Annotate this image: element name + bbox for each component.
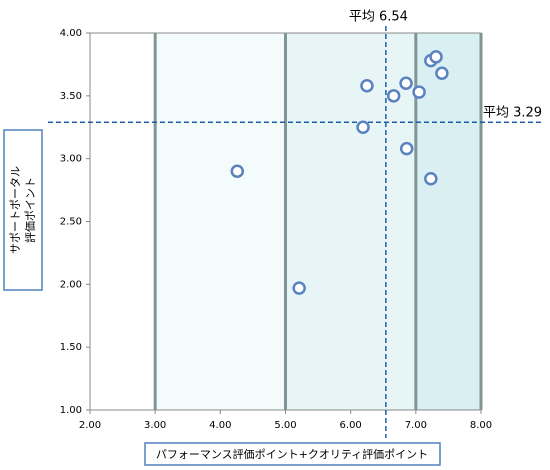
x-label-box xyxy=(144,442,441,466)
point xyxy=(356,120,370,134)
x-tick-label: 6.00 xyxy=(340,420,362,431)
y-tick-label: 3.00 xyxy=(60,154,82,165)
point xyxy=(230,164,245,178)
zone xyxy=(155,33,286,410)
point xyxy=(435,66,449,80)
point xyxy=(292,281,306,295)
point xyxy=(360,79,374,93)
mean-x-label: 平均 6.54 xyxy=(349,10,408,25)
point xyxy=(429,50,443,64)
mean-y-label: 平均 3.29 xyxy=(483,106,542,121)
y-axis-label: サポートポータル xyxy=(9,166,22,254)
x-tick-label: 8.00 xyxy=(470,420,492,431)
y-axis-label: 評価ポイント xyxy=(23,177,37,243)
x-tick-label: 3.00 xyxy=(144,420,166,431)
y-tick-label: 4.00 xyxy=(60,28,82,39)
x-tick-label: 5.00 xyxy=(274,420,296,431)
zone xyxy=(285,33,416,410)
y-tick-label: 1.50 xyxy=(60,342,82,353)
y-tick-label: 1.00 xyxy=(60,405,82,416)
y-tick-label: 2.00 xyxy=(60,279,82,290)
point xyxy=(386,89,401,103)
zone xyxy=(415,33,481,410)
point xyxy=(399,141,414,156)
y-tick-label: 3.50 xyxy=(60,91,82,102)
y-tick-label: 2.50 xyxy=(60,217,82,228)
point xyxy=(399,76,413,91)
x-tick-label: 2.00 xyxy=(79,420,101,431)
point xyxy=(412,85,426,99)
x-tick-label: 7.00 xyxy=(405,420,427,431)
point xyxy=(424,172,438,186)
y-label-box xyxy=(3,129,43,291)
x-axis-label: パフォーマンス評価ポイント+クオリティ評価ポイント xyxy=(156,447,428,461)
x-tick-label: 4.00 xyxy=(209,420,231,431)
